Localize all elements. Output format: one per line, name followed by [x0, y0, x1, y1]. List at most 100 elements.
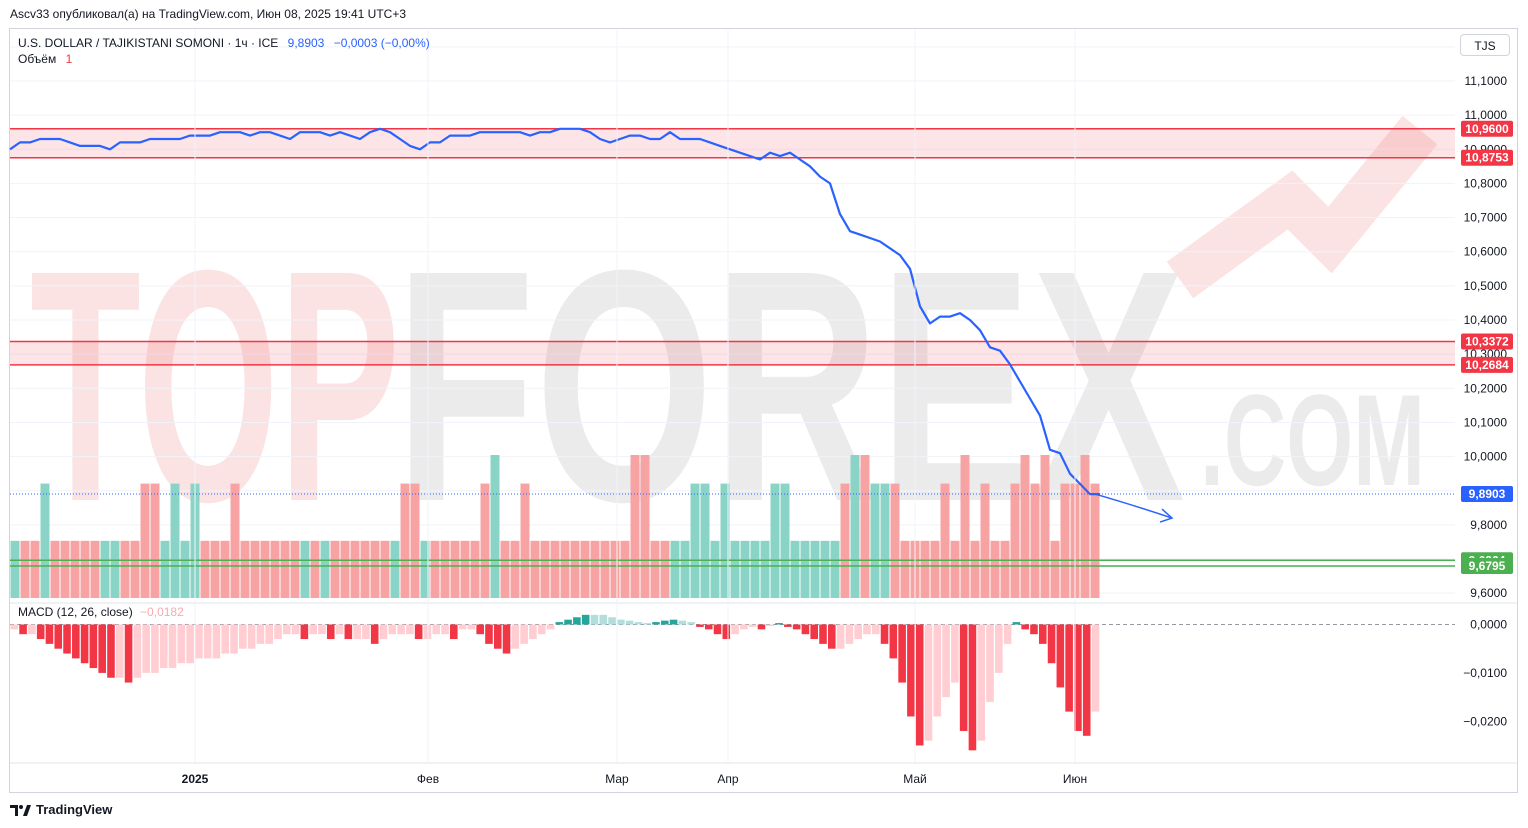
- time-tick-label: Май: [903, 772, 927, 786]
- volume-bar: [820, 540, 830, 598]
- volume-bar: [430, 540, 440, 598]
- macd-bar: [397, 624, 405, 635]
- macd-bar: [124, 624, 133, 683]
- macd-bar: [652, 622, 660, 625]
- macd-bar: [573, 617, 581, 625]
- volume-bar: [20, 540, 30, 598]
- macd-bar: [863, 624, 871, 635]
- volume-bar: [280, 540, 290, 598]
- macd-bar: [757, 624, 766, 630]
- volume-bar: [130, 540, 140, 598]
- level-10-3372-badge-label: 10,3372: [1465, 334, 1509, 348]
- level-10-2684-badge: [1461, 356, 1513, 373]
- volume-bar: [520, 483, 530, 598]
- price-tick-label: 10,0000: [1464, 450, 1508, 464]
- macd-bar: [344, 624, 353, 640]
- level-10-2684-badge-label: 10,2684: [1465, 358, 1509, 372]
- macd-bar: [502, 624, 511, 654]
- resistance-lower-zone: [10, 341, 1455, 365]
- level-9-6795-badge: [1461, 558, 1513, 575]
- macd-bar: [256, 624, 265, 644]
- macd-bar: [1021, 624, 1029, 630]
- volume-bar: [450, 540, 460, 598]
- macd-bar: [291, 624, 300, 635]
- volume-bar: [760, 540, 770, 598]
- tradingview-logo-icon: [10, 804, 31, 816]
- volume-bar: [730, 540, 740, 598]
- macd-tick-label: −0,0200: [1463, 714, 1507, 728]
- macd-bar: [1012, 622, 1021, 625]
- macd-bar: [810, 624, 819, 640]
- volume-bar: [60, 540, 70, 598]
- macd-bar: [986, 624, 994, 702]
- macd-bar: [485, 624, 493, 644]
- volume-bar: [340, 540, 350, 598]
- macd-bar: [80, 624, 89, 664]
- macd-legend[interactable]: MACD (12, 26, close) −0,0182: [18, 605, 184, 619]
- tradingview-brand[interactable]: TradingView: [10, 802, 112, 817]
- volume-bar: [990, 540, 1000, 598]
- volume-bar: [510, 540, 520, 598]
- publisher-line: Ascv33 опубликовал(а) на TradingView.com…: [10, 7, 407, 21]
- volume-bar: [1030, 483, 1040, 598]
- macd-bar: [230, 624, 238, 654]
- macd-bar: [792, 624, 801, 630]
- macd-bar: [1030, 624, 1038, 635]
- macd-bar: [318, 624, 326, 635]
- chart-frame: [9, 28, 1518, 793]
- macd-bar: [1047, 624, 1056, 664]
- current-price-badge: [1461, 486, 1513, 503]
- macd-label[interactable]: MACD (12, 26, close): [18, 605, 133, 619]
- macd-bar: [458, 624, 467, 630]
- macd-bar: [546, 624, 555, 630]
- macd-bar: [212, 624, 221, 659]
- volume-bar: [770, 483, 780, 598]
- volume-bar: [680, 540, 690, 598]
- volume-bar: [460, 540, 470, 598]
- volume-bar: [480, 483, 490, 598]
- macd-bar: [625, 620, 634, 625]
- macd-bar: [889, 624, 898, 659]
- volume-bar: [800, 540, 810, 598]
- volume-bar: [1050, 540, 1060, 598]
- macd-bar: [186, 624, 194, 664]
- macd-bar: [10, 624, 19, 630]
- macd-bar: [239, 624, 247, 649]
- macd-bar: [880, 624, 889, 644]
- macd-bar: [520, 624, 528, 644]
- symbol-title[interactable]: U.S. DOLLAR / TAJIKISTANI SOMONI · 1ч · …: [18, 36, 279, 50]
- price-tick-label: 9,6000: [1470, 586, 1507, 600]
- volume-bar: [170, 483, 180, 598]
- macd-bar: [828, 624, 836, 649]
- volume-bar: [650, 540, 660, 598]
- macd-bar: [476, 624, 484, 635]
- macd-bar: [696, 624, 704, 627]
- currency-button[interactable]: TJS: [1460, 34, 1510, 56]
- macd-bar: [89, 624, 98, 669]
- macd-tick-label: 0,0000: [1470, 618, 1507, 632]
- macd-bar: [168, 624, 177, 669]
- macd-bar: [45, 624, 54, 644]
- time-tick-label: 2025: [182, 772, 209, 786]
- macd-bar: [432, 624, 441, 635]
- volume-bar: [50, 540, 60, 598]
- volume-bar: [700, 483, 710, 598]
- volume-bar: [110, 540, 120, 598]
- macd-bar: [54, 624, 63, 649]
- volume-bar: [120, 540, 130, 598]
- macd-bar: [493, 624, 502, 649]
- macd-bar: [414, 624, 423, 640]
- volume-label[interactable]: Объём: [18, 52, 57, 66]
- volume-bar: [860, 455, 870, 598]
- volume-bar: [720, 483, 730, 598]
- macd-bar: [247, 624, 256, 649]
- level-10-96-badge: [1461, 120, 1513, 137]
- volume-bar: [1090, 483, 1100, 598]
- price-tick-label: 10,4000: [1464, 313, 1508, 327]
- macd-bar: [107, 624, 115, 678]
- price-tick-label: 10,5000: [1464, 279, 1508, 293]
- volume-bar: [440, 540, 450, 598]
- volume-bar: [830, 540, 840, 598]
- macd-bar: [221, 624, 230, 654]
